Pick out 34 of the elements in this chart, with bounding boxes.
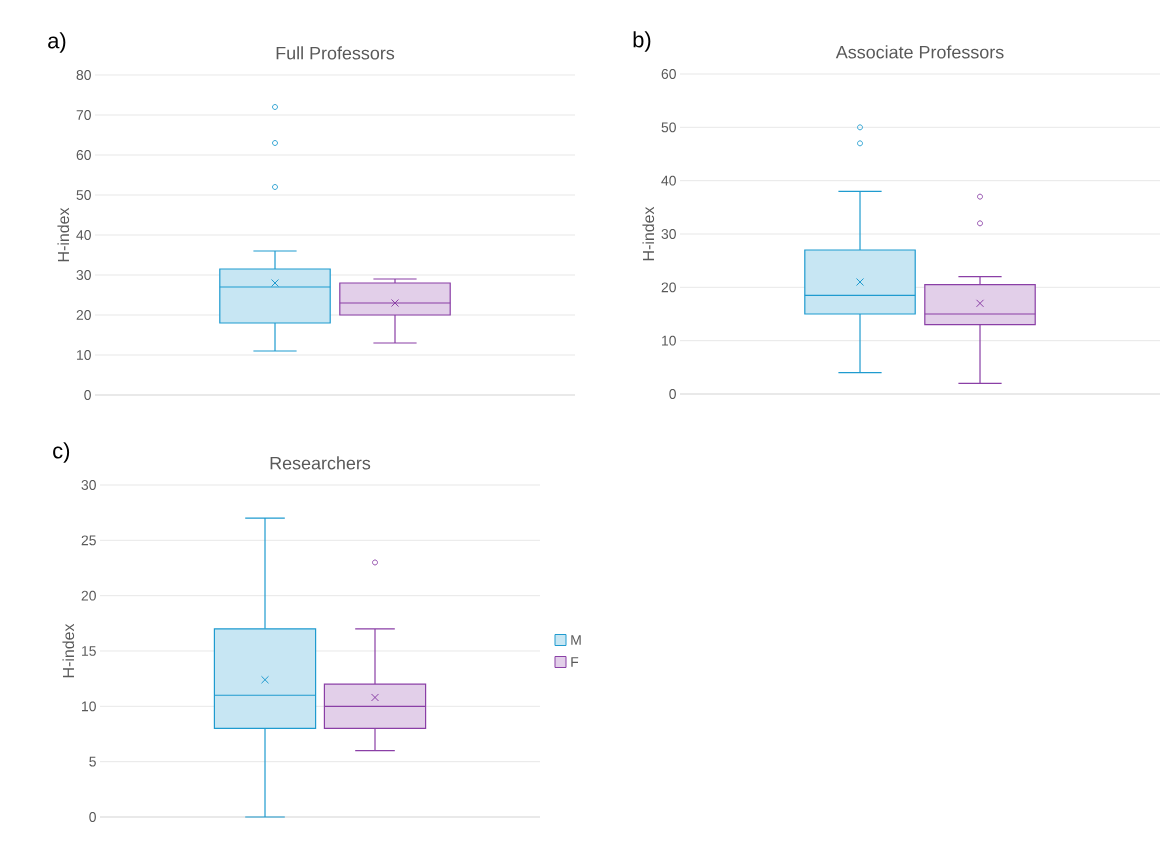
y-tick-label: 0 bbox=[84, 390, 91, 400]
chart-title: Associate Professors bbox=[835, 45, 1004, 59]
y-axis-title: H-index bbox=[57, 207, 70, 262]
y-tick-label: 30 bbox=[76, 270, 91, 280]
y-tick-label: 20 bbox=[76, 310, 91, 320]
y-tick-label: 20 bbox=[81, 590, 96, 601]
y-tick-label: 10 bbox=[77, 350, 91, 360]
y-tick-label: 15 bbox=[82, 646, 96, 656]
y-tick-label: 50 bbox=[661, 122, 676, 133]
y-tick-label: 70 bbox=[76, 110, 91, 120]
y-tick-label: 10 bbox=[82, 701, 96, 712]
y-tick-label: 40 bbox=[76, 230, 91, 240]
y-tick-label: 30 bbox=[661, 229, 676, 239]
y-tick-label: 40 bbox=[661, 175, 676, 186]
legend-label: M bbox=[571, 635, 581, 645]
y-tick-label: 0 bbox=[89, 812, 96, 822]
y-tick-label: 50 bbox=[76, 190, 91, 200]
y-axis-title: H-index bbox=[62, 623, 75, 678]
y-tick-label: 0 bbox=[669, 389, 676, 399]
y-tick-label: 60 bbox=[76, 150, 91, 160]
y-tick-label: 20 bbox=[661, 282, 676, 293]
y-tick-label: 25 bbox=[81, 535, 96, 546]
y-axis-title: H-index bbox=[642, 206, 655, 261]
y-tick-label: 5 bbox=[89, 756, 96, 767]
y-tick-label: 60 bbox=[661, 69, 676, 79]
y-tick-label: 10 bbox=[662, 335, 676, 346]
chart-title: Full Professors bbox=[276, 46, 395, 60]
text: c) bbox=[53, 442, 70, 463]
legend-label: F bbox=[571, 657, 579, 667]
text: a) bbox=[48, 32, 66, 53]
chart-title: Researchers bbox=[270, 456, 371, 470]
text: b) bbox=[633, 31, 651, 52]
y-tick-label: 30 bbox=[81, 480, 96, 490]
y-tick-label: 80 bbox=[76, 70, 91, 80]
